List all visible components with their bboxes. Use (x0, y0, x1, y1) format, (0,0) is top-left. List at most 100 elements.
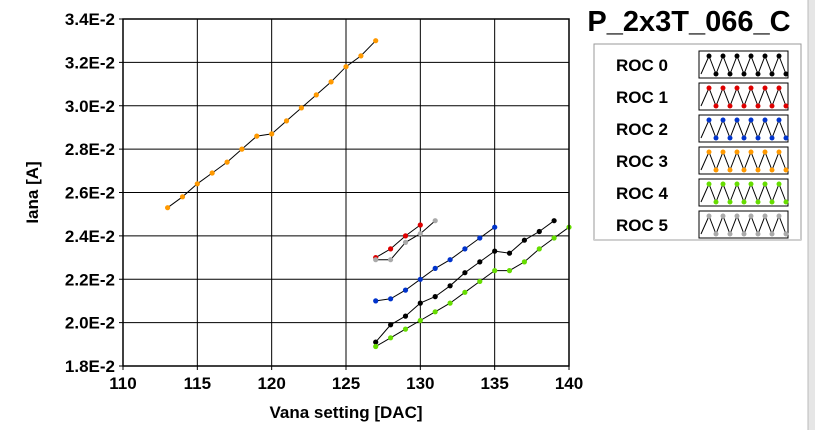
legend-swatch-marker (706, 53, 712, 59)
legend-swatch-marker (748, 213, 754, 219)
legend-swatch-marker (776, 117, 782, 123)
legend-swatch-marker (741, 199, 747, 205)
data-point (373, 38, 379, 44)
y-tick-label: 3.2E-2 (65, 53, 115, 72)
legend-swatch-marker (727, 199, 733, 205)
x-tick-label: 125 (332, 374, 360, 393)
x-tick-label: 135 (480, 374, 508, 393)
data-point (492, 268, 498, 274)
legend-swatch-marker (741, 167, 747, 173)
data-point (432, 294, 438, 300)
x-tick-label: 140 (555, 374, 583, 393)
data-point (447, 257, 453, 263)
data-point (388, 257, 394, 263)
window-edge (808, 0, 815, 430)
data-point (506, 268, 513, 274)
legend-swatch-marker (734, 213, 740, 219)
data-point (402, 239, 409, 245)
legend-swatch-marker (720, 181, 726, 187)
data-point (298, 105, 304, 111)
data-point (402, 313, 409, 319)
legend-swatch-marker (755, 71, 761, 77)
legend-swatch-marker (776, 85, 782, 91)
legend-swatch-marker (741, 135, 747, 141)
series-line-4 (375, 226, 570, 347)
legend-swatch-marker (727, 135, 733, 141)
legend-label-4: ROC 4 (616, 184, 669, 203)
data-point (209, 170, 215, 176)
legend-swatch-marker (755, 135, 761, 141)
data-point (477, 278, 483, 284)
legend-swatch-marker (734, 85, 740, 91)
legend-swatch-marker (713, 231, 719, 237)
legend-swatch-marker (720, 213, 726, 219)
legend-swatch-marker (776, 213, 782, 219)
legend: P_2x3T_066_C ROC 0 ROC 1 ROC 2 ROC 3 ROC 4 ROC… (587, 6, 802, 241)
data-point (506, 250, 513, 256)
data-point (447, 283, 453, 289)
legend-swatch-marker (748, 85, 754, 91)
data-point (328, 79, 334, 85)
legend-swatch-marker (783, 231, 789, 237)
legend-swatch-marker (762, 149, 768, 155)
y-tick-label: 2.4E-2 (65, 227, 115, 246)
legend-swatch-marker (755, 231, 761, 237)
data-point (447, 300, 453, 306)
legend-swatch-marker (755, 103, 761, 109)
legend-swatch-marker (769, 103, 775, 109)
data-point (432, 218, 438, 224)
data-point (254, 133, 260, 139)
legend-swatch-marker (727, 167, 733, 173)
legend-swatch-marker (748, 53, 754, 59)
legend-swatch-marker (706, 213, 712, 219)
legend-swatch-2 (698, 114, 789, 143)
legend-label-2: ROC 2 (616, 120, 668, 139)
y-tick-label: 1.8E-2 (65, 357, 115, 376)
legend-swatch-marker (748, 149, 754, 155)
legend-swatch-marker (706, 181, 712, 187)
legend-swatch-1 (698, 82, 789, 111)
data-point (388, 335, 394, 341)
data-point (432, 265, 438, 271)
legend-swatch-marker (783, 135, 789, 141)
data-point (551, 235, 557, 241)
legend-swatch-marker (762, 117, 768, 123)
y-tick-label: 2.8E-2 (65, 140, 115, 159)
data-point (402, 326, 409, 332)
legend-swatch-marker (762, 213, 768, 219)
legend-swatch-marker (755, 167, 761, 173)
legend-label-0: ROC 0 (616, 56, 668, 75)
data-point (373, 298, 379, 304)
data-point (388, 322, 394, 328)
legend-swatch-marker (727, 231, 733, 237)
legend-swatch-marker (783, 167, 789, 173)
data-point (477, 235, 483, 241)
legend-swatch-marker (769, 231, 775, 237)
legend-label-3: ROC 3 (616, 152, 668, 171)
x-tick-label: 115 (184, 374, 211, 393)
data-point (492, 224, 498, 230)
x-tick-label: 120 (257, 374, 285, 393)
y-tick-label: 2.6E-2 (65, 184, 115, 203)
legend-swatch-marker (776, 149, 782, 155)
legend-swatch-marker (769, 199, 775, 205)
legend-swatch-marker (776, 53, 782, 59)
legend-swatch-marker (713, 167, 719, 173)
legend-swatch-marker (727, 103, 733, 109)
data-point (388, 296, 394, 302)
data-point (417, 300, 423, 306)
data-point (536, 228, 542, 235)
series-line-1 (375, 224, 421, 259)
data-point (521, 237, 528, 243)
data-point (373, 343, 379, 350)
legend-swatch-marker (713, 135, 719, 141)
data-point (417, 222, 423, 228)
legend-swatch-marker (734, 181, 740, 187)
legend-swatch-marker (720, 85, 726, 91)
legend-swatch-marker (734, 53, 740, 59)
data-point (269, 131, 275, 137)
data-point (343, 64, 349, 70)
data-point (358, 53, 364, 59)
y-tick-label: 2.0E-2 (65, 314, 115, 333)
